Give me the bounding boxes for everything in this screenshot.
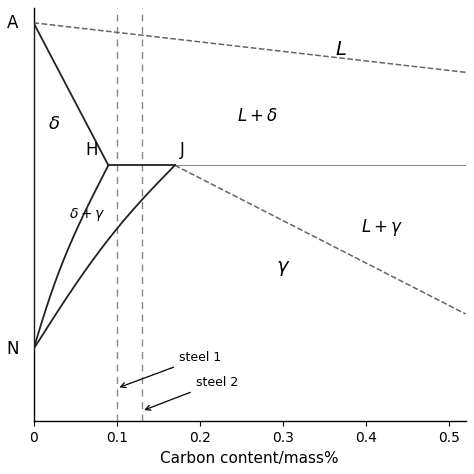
Text: $\gamma$: $\gamma$: [276, 259, 290, 278]
X-axis label: Carbon content/mass%: Carbon content/mass%: [160, 451, 339, 465]
Text: $L+\gamma$: $L+\gamma$: [362, 217, 404, 238]
Text: $\delta$: $\delta$: [48, 115, 60, 133]
Text: steel 2: steel 2: [146, 376, 238, 410]
Text: $\delta+\gamma$: $\delta+\gamma$: [69, 206, 106, 223]
Text: $L+\delta$: $L+\delta$: [237, 107, 278, 125]
Text: A: A: [7, 14, 18, 32]
Text: steel 1: steel 1: [120, 351, 221, 388]
Text: J: J: [180, 141, 185, 159]
Text: H: H: [86, 141, 99, 159]
Text: N: N: [6, 340, 18, 358]
Text: $L$: $L$: [335, 40, 347, 59]
